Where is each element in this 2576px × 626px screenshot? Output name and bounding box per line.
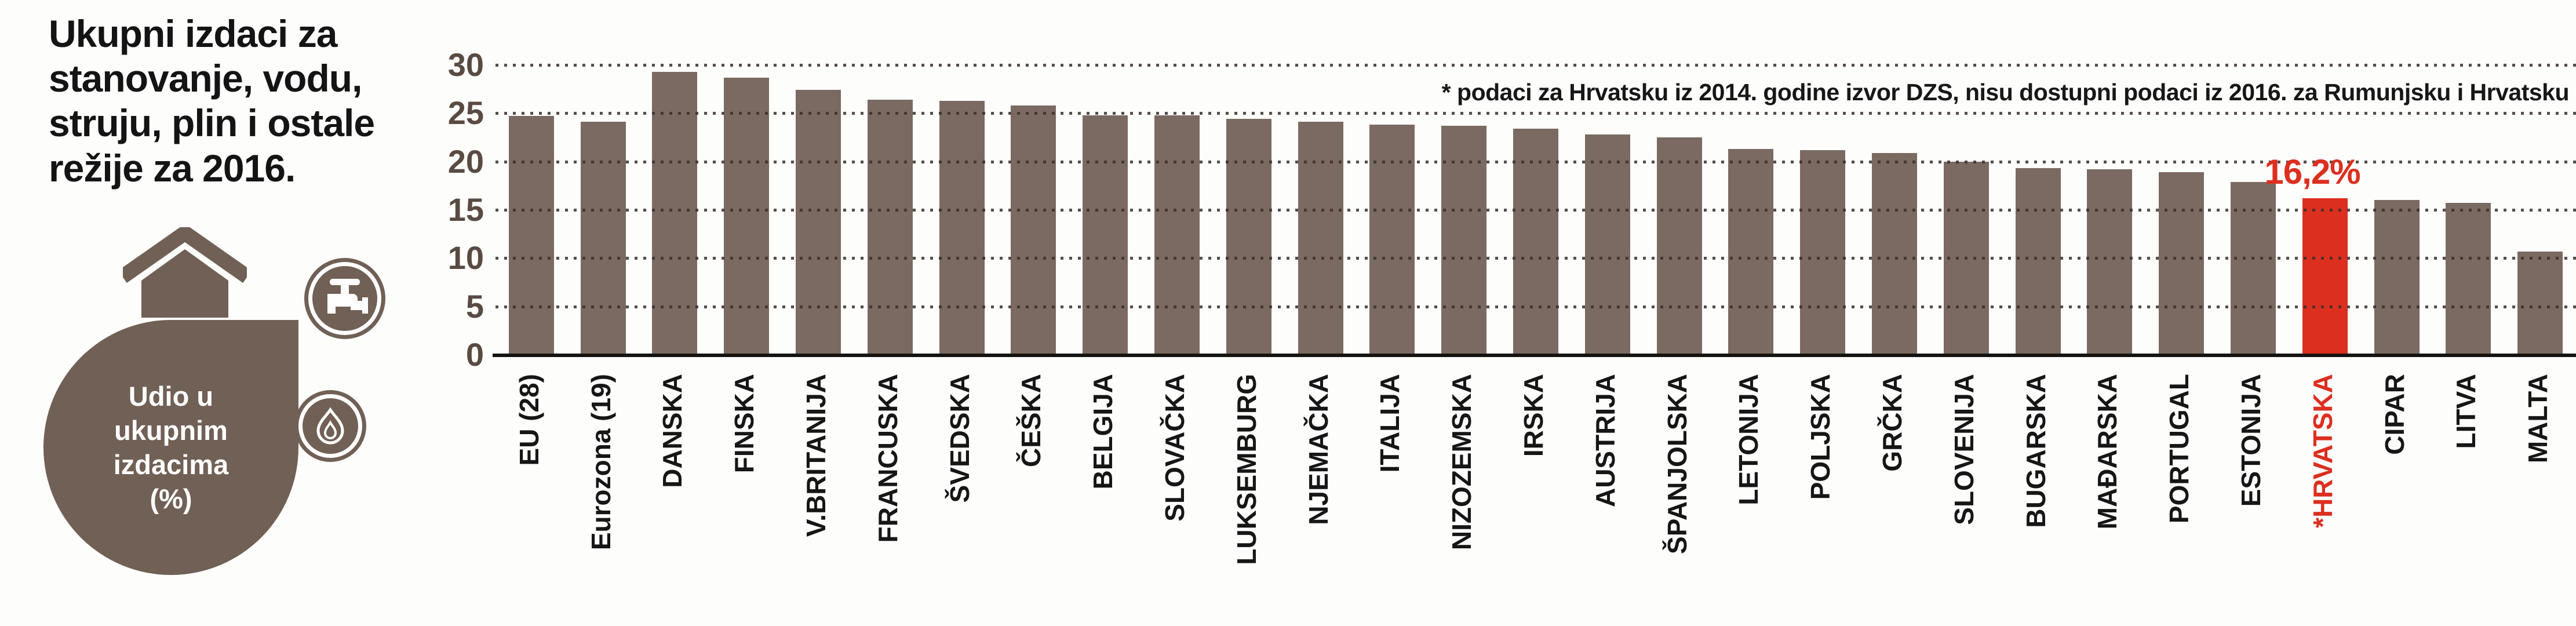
- bubble-line: Udio u: [128, 380, 214, 412]
- gridline-10: [495, 257, 2576, 260]
- gridline-20: [495, 160, 2576, 163]
- bar: [508, 116, 554, 355]
- x-axis-label: POLJSKA: [1805, 374, 1836, 500]
- x-axis-label: MAĐARSKA: [2092, 374, 2123, 530]
- x-axis-label: ŠVEDSKA: [944, 374, 975, 503]
- title-line: režije za 2016.: [49, 146, 296, 190]
- x-axis-label: FINSKA: [729, 374, 760, 474]
- bar: [1441, 126, 1487, 355]
- bar: [939, 100, 985, 355]
- x-axis-label: CIPAR: [2379, 374, 2410, 455]
- water-tap-icon: [304, 258, 385, 339]
- x-axis-label: SLOVENIJA: [1948, 374, 1979, 525]
- bar: [724, 77, 770, 355]
- x-axis-label: FRANCUSKA: [872, 374, 903, 543]
- flame-icon: [294, 390, 366, 462]
- bar: [1298, 122, 1343, 355]
- x-axis-label: NIZOZEMSKA: [1447, 374, 1477, 551]
- bar: [1728, 149, 1774, 355]
- bar: [1011, 105, 1056, 355]
- share-bubble: Udio u ukupnim izdacima (%): [43, 320, 298, 575]
- bar: [1584, 134, 1630, 355]
- bar: [796, 90, 841, 355]
- y-tick-30: 30: [447, 46, 484, 83]
- gridline-25: [495, 112, 2576, 115]
- x-axis-label: Eurozona (19): [585, 374, 616, 551]
- y-tick-20: 20: [447, 143, 484, 180]
- gridline-5: [495, 305, 2576, 308]
- bar: [1083, 115, 1128, 355]
- bar: [2374, 200, 2420, 355]
- y-tick-15: 15: [447, 191, 484, 228]
- x-axis-label: ŠPANJOLSKA: [1662, 374, 1692, 554]
- x-axis-label: V.BRITANIJA: [801, 374, 832, 537]
- bubble-line: ukupnim: [114, 414, 228, 446]
- x-axis-label: NJEMAČKA: [1303, 374, 1333, 525]
- x-axis-label: ČEŠKA: [1016, 374, 1047, 468]
- title-line: Ukupni izdaci za: [49, 12, 337, 55]
- bar-highlighted: [2302, 198, 2348, 355]
- chart-footnote: * podaci za Hrvatsku iz 2014. godine izv…: [1441, 79, 2570, 105]
- x-axis-label: SLOVAČKA: [1160, 374, 1190, 522]
- highlight-value-label: 16,2%: [2264, 152, 2360, 191]
- x-axis-label: LETONIJA: [1733, 374, 1764, 505]
- bar: [1871, 152, 1917, 355]
- x-axis-label: PORTUGAL: [2164, 374, 2195, 524]
- bar: [1513, 129, 1558, 355]
- bar: [2087, 169, 2133, 355]
- x-axis-label: LITVA: [2451, 374, 2482, 449]
- y-tick-25: 25: [447, 94, 484, 132]
- bar: [1369, 125, 1415, 355]
- x-axis-label: DANSKA: [657, 374, 688, 488]
- gridline-30: [495, 64, 2576, 67]
- x-axis-label: MALTA: [2523, 374, 2553, 464]
- x-axis-label: *HRVATSKA: [2307, 374, 2338, 528]
- chart-title: Ukupni izdaci za stanovanje, vodu, struj…: [49, 12, 396, 191]
- bar: [867, 100, 913, 355]
- x-axis-label: BELGIJA: [1088, 374, 1118, 490]
- y-tick-10: 10: [447, 239, 484, 276]
- bar: [1656, 137, 1702, 355]
- bar: [2230, 181, 2276, 355]
- x-axis-label: ITALIJA: [1375, 374, 1405, 473]
- gridline-15: [495, 209, 2576, 212]
- x-axis-label: ESTONIJA: [2235, 374, 2266, 507]
- x-axis: [493, 354, 2576, 357]
- bar: [1800, 150, 1846, 355]
- x-axis-label: LUKSEMBURG: [1231, 374, 1262, 565]
- bubble-line: izdacima: [113, 449, 229, 480]
- house-icon: [118, 224, 252, 318]
- bar: [2015, 168, 2061, 355]
- x-axis-label: GRČKA: [1877, 374, 1907, 472]
- y-tick-0: 0: [465, 336, 484, 373]
- title-line: stanovanje, vodu,: [49, 57, 362, 100]
- bar: [2517, 251, 2563, 355]
- bar: [580, 122, 626, 355]
- bar: [1154, 115, 1200, 355]
- x-axis-label: EU (28): [513, 374, 544, 466]
- bar: [2159, 172, 2205, 355]
- x-axis-label: BUGARSKA: [2020, 374, 2051, 528]
- title-line: struju, plin i ostale: [49, 101, 375, 145]
- x-axis-label: IRSKA: [1518, 374, 1548, 457]
- bar: [2446, 203, 2491, 355]
- x-axis-label: AUSTRIJA: [1590, 374, 1620, 508]
- bar: [1226, 119, 1271, 355]
- y-tick-5: 5: [465, 287, 484, 325]
- bubble-line: (%): [150, 483, 192, 515]
